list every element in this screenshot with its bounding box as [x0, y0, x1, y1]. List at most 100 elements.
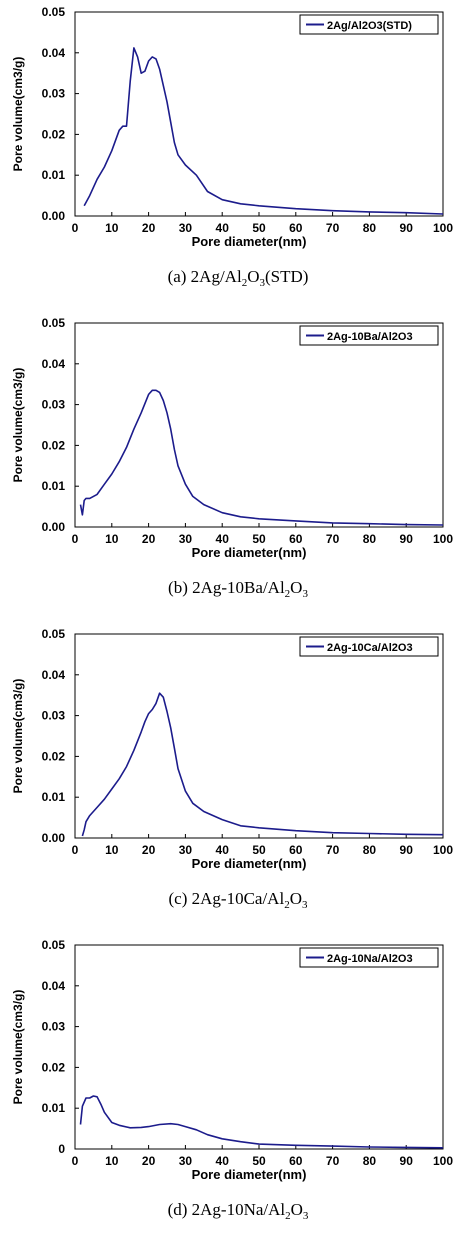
series-line-1	[79, 1095, 444, 1149]
y-tick-label: 0.02	[42, 1060, 66, 1074]
x-tick-label: 30	[179, 221, 193, 235]
y-tick-label: 0.00	[42, 209, 66, 223]
x-tick-label: 0	[72, 1154, 79, 1168]
y-tick-label: 0.01	[42, 1101, 66, 1115]
y-tick-label: 0.05	[42, 938, 66, 952]
x-tick-label: 40	[216, 221, 230, 235]
caption-subscript: 2	[284, 899, 290, 911]
y-tick-label: 0.00	[42, 831, 66, 845]
x-tick-label: 60	[289, 843, 303, 857]
caption: (b) 2Ag-10Ba/Al2O3	[168, 578, 308, 600]
x-tick-label: 0	[72, 843, 79, 857]
x-tick-label: 30	[179, 1154, 193, 1168]
x-tick-label: 100	[433, 1154, 453, 1168]
x-tick-label: 20	[142, 1154, 156, 1168]
caption-text-part: O	[247, 267, 259, 286]
x-axis-title: Pore diameter(nm)	[192, 1167, 307, 1182]
x-axis-title: Pore diameter(nm)	[192, 545, 307, 560]
x-tick-label: 80	[363, 221, 377, 235]
x-tick-label: 80	[363, 843, 377, 857]
plot-frame	[74, 944, 444, 1150]
caption-text-part: O	[291, 1200, 303, 1219]
caption: (a) 2Ag/Al2O3(STD)	[168, 267, 309, 289]
x-tick-label: 60	[289, 221, 303, 235]
x-tick-label: 90	[400, 1154, 414, 1168]
x-tick-label: 60	[289, 1154, 303, 1168]
y-tick-label: 0.04	[42, 357, 66, 371]
x-tick-label: 60	[289, 532, 303, 546]
y-tick-label: 0.05	[42, 316, 66, 330]
y-tick-label: 0.04	[42, 46, 66, 60]
caption-subscript: 2	[285, 588, 291, 600]
y-tick-label: 0.01	[42, 479, 66, 493]
x-tick-label: 10	[105, 532, 119, 546]
x-tick-label: 10	[105, 221, 119, 235]
legend-box	[299, 636, 439, 657]
y-tick-label: 0.03	[42, 709, 66, 723]
plot-frame	[74, 11, 444, 217]
caption-text-part: (a) 2Ag/Al	[168, 267, 242, 286]
legend-label: 2Ag-10Na/Al2O3	[327, 953, 413, 965]
y-tick-label: 0.02	[42, 438, 66, 452]
x-tick-label: 90	[400, 221, 414, 235]
caption-subscript: 2	[242, 277, 248, 289]
caption-subscript: 3	[259, 277, 265, 289]
x-tick-label: 40	[216, 1154, 230, 1168]
x-tick-label: 100	[433, 843, 453, 857]
x-tick-label: 70	[326, 843, 340, 857]
x-tick-label: 50	[252, 221, 266, 235]
x-tick-label: 40	[216, 843, 230, 857]
legend-box	[299, 947, 439, 968]
x-tick-label: 20	[142, 221, 156, 235]
y-tick-label: 0	[58, 1142, 65, 1156]
legend-label: 2Ag-10Ca/Al2O3	[327, 642, 413, 654]
x-tick-label: 50	[252, 843, 266, 857]
y-tick-label: 0.01	[42, 790, 66, 804]
x-tick-label: 80	[363, 1154, 377, 1168]
caption-text-part: (d) 2Ag-10Na/Al	[168, 1200, 286, 1219]
caption-text-part: (b) 2Ag-10Ba/Al	[168, 578, 285, 597]
caption-text-part: (c) 2Ag-10Ca/Al	[169, 889, 285, 908]
y-tick-label: 0.04	[42, 668, 66, 682]
x-tick-label: 90	[400, 843, 414, 857]
y-tick-label: 0.04	[42, 979, 66, 993]
x-tick-label: 70	[326, 1154, 340, 1168]
y-tick-label: 0.03	[42, 87, 66, 101]
legend-box	[299, 14, 439, 35]
caption: (d) 2Ag-10Na/Al2O3	[168, 1200, 309, 1222]
y-tick-label: 0.00	[42, 520, 66, 534]
x-tick-label: 50	[252, 1154, 266, 1168]
y-axis-title: Pore volume(cm3/g)	[11, 990, 25, 1105]
x-tick-label: 80	[363, 532, 377, 546]
y-tick-label: 0.05	[42, 627, 66, 641]
x-axis-title: Pore diameter(nm)	[192, 234, 307, 249]
y-tick-label: 0.05	[42, 5, 66, 19]
x-tick-label: 70	[326, 221, 340, 235]
x-tick-label: 90	[400, 532, 414, 546]
legend-box	[299, 325, 439, 346]
series-line-1	[83, 47, 444, 215]
x-axis-title: Pore diameter(nm)	[192, 856, 307, 871]
y-tick-label: 0.02	[42, 749, 66, 763]
legend-label: 2Ag-10Ba/Al2O3	[327, 331, 413, 343]
x-tick-label: 0	[72, 221, 79, 235]
x-tick-label: 20	[142, 532, 156, 546]
caption: (c) 2Ag-10Ca/Al2O3	[169, 889, 308, 911]
x-tick-label: 0	[72, 532, 79, 546]
caption-text-part: O	[290, 578, 302, 597]
legend-label: 2Ag/Al2O3(STD)	[327, 20, 412, 32]
series-line-1	[81, 692, 444, 837]
x-tick-label: 30	[179, 843, 193, 857]
x-tick-label: 50	[252, 532, 266, 546]
x-tick-label: 70	[326, 532, 340, 546]
x-tick-label: 10	[105, 1154, 119, 1168]
x-tick-label: 10	[105, 843, 119, 857]
chart-panel-3: 0 10 20 30 40 50 60 70 80 90 100 0.00 0.01 0.02 0.03 0.…	[11, 627, 453, 911]
y-tick-label: 0.03	[42, 398, 66, 412]
chart-panel-4: 0 10 20 30 40 50 60 70 80 90 100 0 0.01 0.02 0.03 0.04 0…	[11, 938, 453, 1222]
caption-text-part: (STD)	[265, 267, 308, 286]
x-tick-label: 30	[179, 532, 193, 546]
series-line-1	[79, 389, 444, 526]
y-tick-label: 0.01	[42, 168, 66, 182]
